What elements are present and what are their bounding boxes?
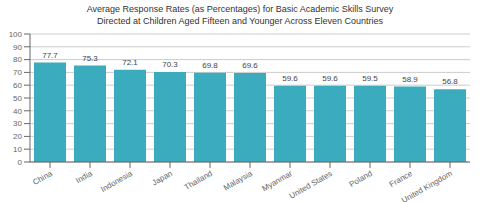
- svg-text:20: 20: [13, 132, 22, 141]
- svg-text:0: 0: [18, 158, 23, 167]
- svg-text:10: 10: [13, 145, 22, 154]
- svg-text:30: 30: [13, 119, 22, 128]
- svg-text:Poland: Poland: [348, 169, 374, 189]
- svg-text:70: 70: [13, 68, 22, 77]
- html-text:Directed at Children Aged Fift: Directed at Children Aged Fifteen and Yo…: [96, 16, 384, 26]
- svg-text:75.3: 75.3: [82, 54, 98, 63]
- svg-text:60: 60: [13, 81, 22, 90]
- svg-text:90: 90: [13, 43, 22, 52]
- svg-text:100: 100: [9, 30, 23, 39]
- svg-text:United States: United States: [288, 169, 334, 201]
- svg-text:58.9: 58.9: [402, 75, 418, 84]
- svg-text:China: China: [31, 169, 54, 188]
- svg-text:59.6: 59.6: [322, 74, 338, 83]
- svg-text:United Kingdom: United Kingdom: [400, 169, 454, 202]
- svg-text:69.8: 69.8: [202, 61, 218, 70]
- svg-text:56.8: 56.8: [442, 77, 458, 86]
- svg-text:50: 50: [13, 94, 22, 103]
- svg-text:Japan: Japan: [150, 169, 173, 188]
- html-text:Average Response Rates (as Per: Average Response Rates (as Percentages) …: [86, 4, 394, 14]
- svg-text:80: 80: [13, 55, 22, 64]
- svg-text:77.7: 77.7: [42, 51, 58, 60]
- svg-text:59.6: 59.6: [282, 74, 298, 83]
- svg-text:France: France: [388, 169, 415, 190]
- svg-text:India: India: [74, 169, 94, 186]
- svg-text:Malaysia: Malaysia: [222, 169, 254, 193]
- svg-text:72.1: 72.1: [122, 58, 138, 67]
- svg-text:69.6: 69.6: [242, 61, 258, 70]
- svg-text:59.5: 59.5: [362, 74, 378, 83]
- svg-text:Myanmar: Myanmar: [260, 169, 294, 194]
- svg-text:Indonesia: Indonesia: [99, 169, 134, 194]
- svg-text:40: 40: [13, 107, 22, 116]
- svg-text:70.3: 70.3: [162, 60, 178, 69]
- svg-text:Thailand: Thailand: [183, 169, 214, 192]
